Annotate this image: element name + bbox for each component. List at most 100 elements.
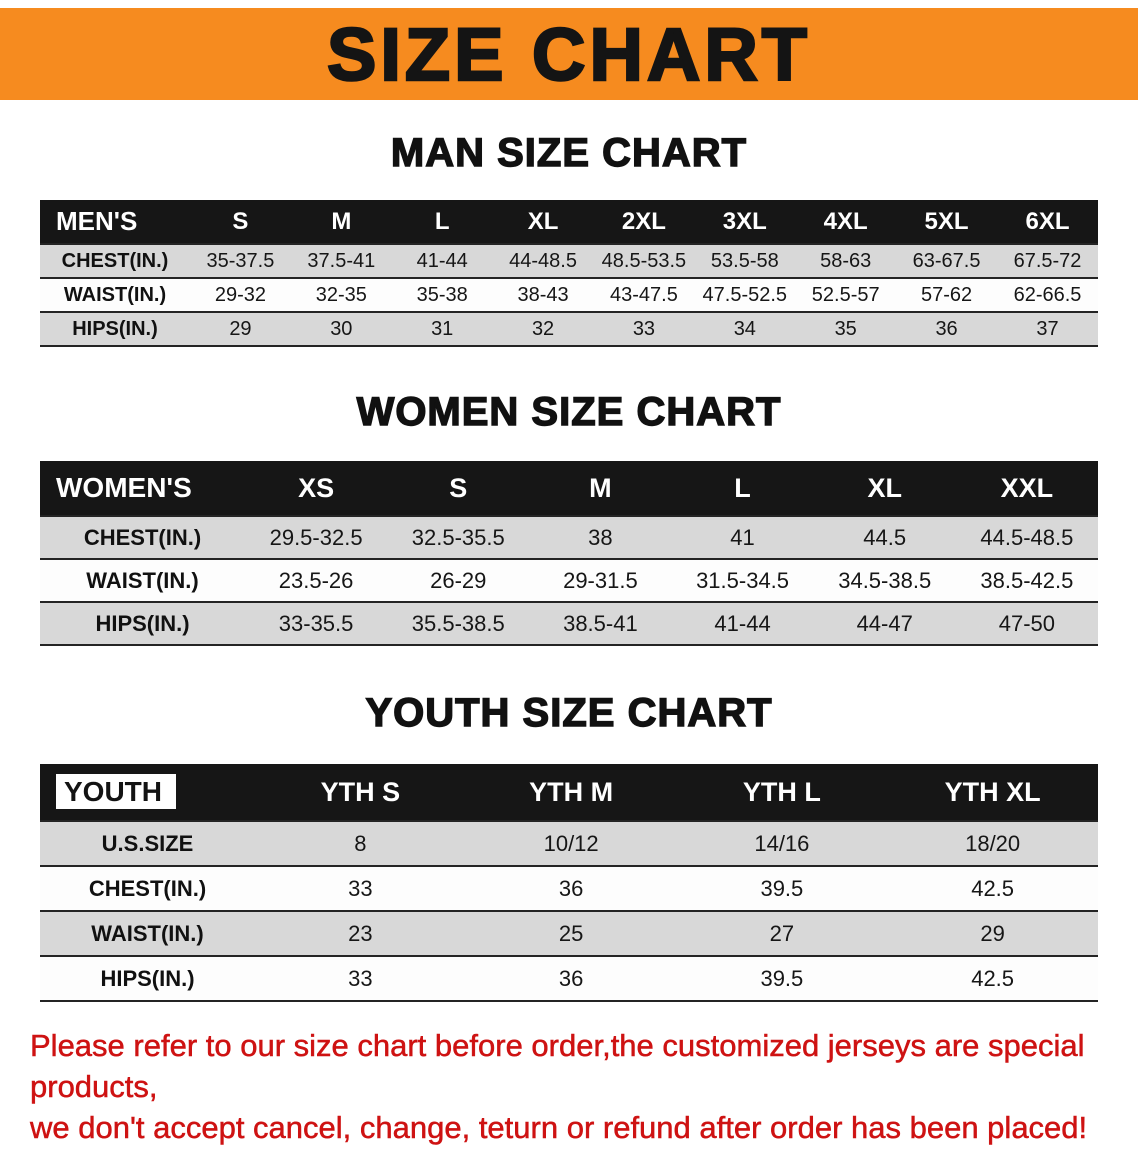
- size-value-cell: 38.5-42.5: [980, 567, 1074, 593]
- size-value-cell: 27: [769, 920, 795, 946]
- size-column-header: XL: [814, 461, 956, 516]
- row-label: CHEST(IN.): [88, 875, 207, 901]
- row-label: WAIST(IN.): [63, 283, 167, 306]
- size-value-cell: 10/12: [543, 830, 599, 856]
- size-value-cell: 26-29: [430, 567, 487, 593]
- size-value-cell: 43-47.5: [610, 283, 678, 306]
- size-value-cell: 37.5-41: [307, 249, 376, 272]
- size-value-cell: 33: [632, 317, 656, 340]
- size-value-cell: 29-32: [214, 283, 267, 306]
- header-label: M: [331, 207, 352, 235]
- size-value-cell: 23.5-26: [278, 567, 354, 593]
- row-label: CHEST(IN.): [61, 249, 169, 272]
- disclaimer-line: Please refer to our size chart before or…: [30, 1028, 1085, 1104]
- size-value-cell: 8: [354, 830, 367, 856]
- row-label: HIPS(IN.): [95, 610, 190, 636]
- row-label: HIPS(IN.): [72, 317, 158, 340]
- header-label: 2XL: [621, 207, 666, 235]
- size-chart-page: SIZE CHART MAN SIZE CHART MEN'S S M L XL 2XL 3…: [0, 8, 1138, 1149]
- size-value-cell: 32.5-35.5: [411, 524, 505, 550]
- size-column-header: YTH M: [466, 764, 677, 821]
- size-value-cell: 36: [935, 317, 958, 340]
- table-row: U.S.SIZE 8 10/12 14/16 18/20: [40, 821, 1098, 866]
- header-label: S: [232, 207, 249, 235]
- header-label: WOMEN'S: [56, 472, 192, 503]
- size-value-cell: 29: [980, 920, 1005, 946]
- size-value-cell: 67.5-72: [1013, 249, 1082, 272]
- size-column-header: M: [529, 461, 671, 516]
- size-value-cell: 39.5: [760, 875, 804, 901]
- size-value-cell: 38-43: [517, 283, 569, 306]
- header-label: 6XL: [1025, 207, 1070, 235]
- size-value-cell: 34: [733, 317, 756, 340]
- table-row: CHEST(IN.) 35-37.5 37.5-41 41-44 44-48.5 48.5…: [40, 244, 1098, 278]
- disclaimer-line: we don't accept cancel, change, teturn o…: [30, 1109, 1088, 1145]
- size-value-cell: 53.5-58: [710, 249, 779, 272]
- men-size-chart-section: MAN SIZE CHART MEN'S S M L XL 2XL 3XL 4XL 5XL 6XL…: [0, 130, 1138, 347]
- size-value-cell: 23: [348, 920, 373, 946]
- size-value-cell: 44-47: [856, 610, 913, 636]
- size-column-header: XL: [493, 200, 594, 244]
- size-value-cell: 38: [588, 524, 613, 550]
- size-value-cell: 33: [348, 875, 373, 901]
- table-header-row: WOMEN'S XS S M L XL XXL: [40, 461, 1098, 516]
- size-value-cell: 44.5: [863, 524, 907, 550]
- youth-section-title: YOUTH SIZE CHART: [365, 690, 773, 735]
- table-row: WAIST(IN.) 29-32 32-35 35-38 38-43 43-47.5 47.…: [40, 278, 1098, 312]
- size-value-cell: 32: [531, 317, 555, 340]
- table-row: HIPS(IN.) 33 36 39.5 42.5: [40, 956, 1098, 1001]
- size-value-cell: 36: [558, 875, 584, 901]
- row-label: HIPS(IN.): [100, 965, 195, 991]
- size-value-cell: 57-62: [920, 283, 973, 306]
- table-row: HIPS(IN.) 29 30 31 32 33 34 35 36 37: [40, 312, 1098, 346]
- size-column-header: 5XL: [896, 200, 997, 244]
- table-title-cell: WOMEN'S: [40, 461, 245, 516]
- header-label: YOUTH: [56, 774, 176, 809]
- table-title-cell: MEN'S: [40, 200, 190, 244]
- size-value-cell: 31: [431, 317, 454, 340]
- header-label: MEN'S: [56, 206, 138, 236]
- table-title-cell: YOUTH: [40, 764, 255, 821]
- table-row: WAIST(IN.) 23.5-26 26-29 29-31.5 31.5-34.5 34…: [40, 559, 1098, 602]
- size-column-header: YTH L: [677, 764, 888, 821]
- size-value-cell: 44-48.5: [509, 249, 577, 272]
- size-value-cell: 44.5-48.5: [980, 524, 1074, 550]
- size-column-header: YTH XL: [887, 764, 1098, 821]
- size-column-header: 4XL: [795, 200, 896, 244]
- size-value-cell: 25: [558, 920, 584, 946]
- header-label: XL: [867, 472, 902, 503]
- header-label: XS: [298, 472, 335, 503]
- size-column-header: L: [671, 461, 813, 516]
- table-row: WAIST(IN.) 23 25 27 29: [40, 911, 1098, 956]
- youth-size-chart-section: YOUTH SIZE CHART YOUTH YTH S YTH M YTH L YTH…: [0, 690, 1138, 1002]
- header-label: YTH M: [529, 776, 614, 807]
- disclaimer: Please refer to our size chart before or…: [30, 1026, 1118, 1149]
- size-value-cell: 33: [348, 965, 373, 991]
- size-value-cell: 41-44: [714, 610, 771, 636]
- size-column-header: S: [190, 200, 291, 244]
- size-value-cell: 38.5-41: [563, 610, 638, 636]
- header-label: XL: [527, 207, 559, 235]
- size-value-cell: 14/16: [754, 830, 810, 856]
- table-row: CHEST(IN.) 33 36 39.5 42.5: [40, 866, 1098, 911]
- size-value-cell: 29-31.5: [563, 567, 638, 593]
- size-value-cell: 30: [330, 317, 353, 340]
- size-value-cell: 62-66.5: [1013, 283, 1082, 306]
- size-column-header: 3XL: [694, 200, 795, 244]
- size-value-cell: 41: [730, 524, 755, 550]
- table-row: HIPS(IN.) 33-35.5 35.5-38.5 38.5-41 41-44 44-…: [40, 602, 1098, 645]
- men-size-table: MEN'S S M L XL 2XL 3XL 4XL 5XL 6XL CHEST(IN.) 35-37…: [40, 200, 1098, 347]
- header-label: YTH XL: [944, 776, 1041, 807]
- header-label: L: [434, 207, 450, 235]
- size-column-header: 2XL: [594, 200, 695, 244]
- size-column-header: XS: [245, 461, 387, 516]
- header-label: 4XL: [823, 207, 868, 235]
- size-column-header: M: [291, 200, 392, 244]
- header-label: YTH L: [742, 776, 821, 807]
- row-label: CHEST(IN.): [83, 524, 202, 550]
- size-value-cell: 29: [229, 317, 252, 340]
- table-header-row: MEN'S S M L XL 2XL 3XL 4XL 5XL 6XL: [40, 200, 1098, 244]
- size-value-cell: 42.5: [971, 965, 1015, 991]
- size-value-cell: 47-50: [998, 610, 1056, 636]
- header-label: XXL: [1000, 472, 1054, 503]
